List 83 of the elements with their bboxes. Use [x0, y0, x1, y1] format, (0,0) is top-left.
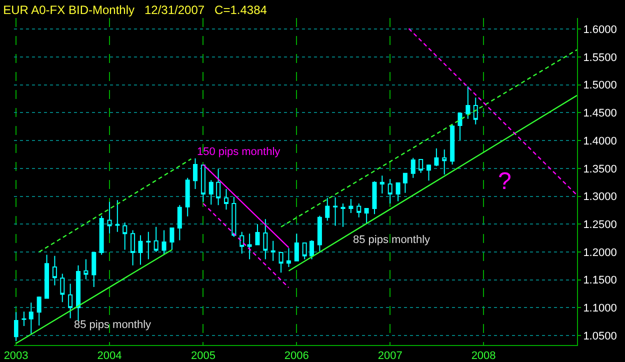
y-tick-label: 1.6000 — [583, 24, 617, 36]
candlestick — [302, 242, 307, 260]
annotation: 150 pips monthly — [197, 146, 281, 158]
candlestick — [240, 231, 244, 254]
candlestick — [138, 234, 143, 266]
x-tick-label: 2003 — [4, 350, 28, 362]
candlestick — [216, 168, 221, 206]
y-tick-label: 1.0500 — [583, 330, 617, 342]
candlestick — [388, 178, 392, 204]
y-tick-label: 1.1500 — [583, 274, 617, 287]
y-tick-label: 1.4000 — [583, 135, 617, 148]
candlestick — [450, 124, 455, 166]
candlestick — [232, 196, 236, 238]
candlestick — [380, 175, 384, 194]
annotation: 85 pips monthly — [74, 319, 152, 331]
candlestick — [418, 158, 424, 174]
candlestick — [185, 177, 190, 217]
candlestick — [52, 255, 57, 286]
candlestick — [278, 251, 284, 274]
candlestick — [68, 283, 73, 319]
x-tick-label: 2006 — [284, 350, 309, 362]
candlestick — [325, 197, 330, 222]
y-tick-label: 1.4500 — [583, 108, 617, 120]
candlestick — [426, 164, 432, 182]
y-tick-label: 1.2000 — [583, 246, 617, 259]
candlestick — [410, 157, 416, 178]
candlestick — [200, 164, 206, 202]
candlestick — [286, 248, 291, 268]
candlestick — [434, 148, 439, 167]
candlestick — [177, 204, 182, 241]
x-tick-label: 2004 — [97, 350, 122, 362]
candlestick — [294, 233, 299, 262]
x-tick-label: 2008 — [471, 350, 496, 362]
x-tick-label: 2005 — [190, 350, 216, 362]
candlestick — [36, 296, 42, 326]
candlestick — [107, 201, 112, 234]
candlestick — [154, 226, 158, 252]
candlestick — [270, 240, 276, 262]
candlestick — [333, 196, 338, 226]
candlestick — [44, 254, 50, 300]
candlestick — [170, 226, 174, 250]
chart-title: EUR A0-FX BID-Monthly 12/31/2007 C=1.4384 — [3, 2, 268, 17]
candlestick — [340, 203, 346, 228]
candlestick — [466, 86, 470, 120]
candlestick — [99, 215, 104, 256]
candlestick — [76, 264, 81, 322]
candlestick — [130, 230, 136, 266]
candlestick — [92, 251, 96, 288]
candlestick — [14, 312, 18, 342]
candlestick — [208, 180, 214, 206]
candlestick — [364, 208, 369, 224]
candlestick — [146, 231, 151, 260]
candlestick — [255, 224, 260, 246]
candlestick — [247, 233, 252, 260]
candlestick — [317, 215, 322, 252]
candlestick — [372, 180, 377, 215]
annotation: 85 pips monthly — [353, 234, 431, 246]
candlestick — [402, 172, 408, 194]
candlestick — [162, 230, 166, 255]
candlestick — [442, 148, 447, 176]
y-tick-label: 1.1000 — [583, 302, 617, 315]
candlestick — [356, 203, 362, 218]
y-tick-label: 1.5500 — [583, 52, 617, 64]
candlestick — [28, 302, 34, 334]
y-tick-label: 1.3000 — [583, 191, 617, 204]
y-tick-label: 1.2500 — [583, 218, 617, 231]
candlestick — [348, 198, 354, 214]
y-tick-label: 1.5000 — [583, 80, 617, 92]
candlestick — [115, 200, 120, 232]
candlestick — [84, 258, 88, 280]
candlestick — [473, 97, 478, 125]
annotation: ? — [498, 168, 512, 195]
candlestick — [193, 158, 198, 190]
candlestick — [458, 112, 462, 140]
candlestick — [310, 240, 314, 260]
candlestick — [22, 311, 26, 327]
candlestick — [396, 182, 400, 202]
candlestick — [224, 188, 228, 210]
candlestick — [122, 222, 128, 250]
candlestick — [60, 273, 65, 303]
x-tick-label: 2007 — [378, 350, 402, 362]
candlestick — [263, 218, 268, 260]
y-tick-label: 1.3500 — [583, 163, 617, 176]
